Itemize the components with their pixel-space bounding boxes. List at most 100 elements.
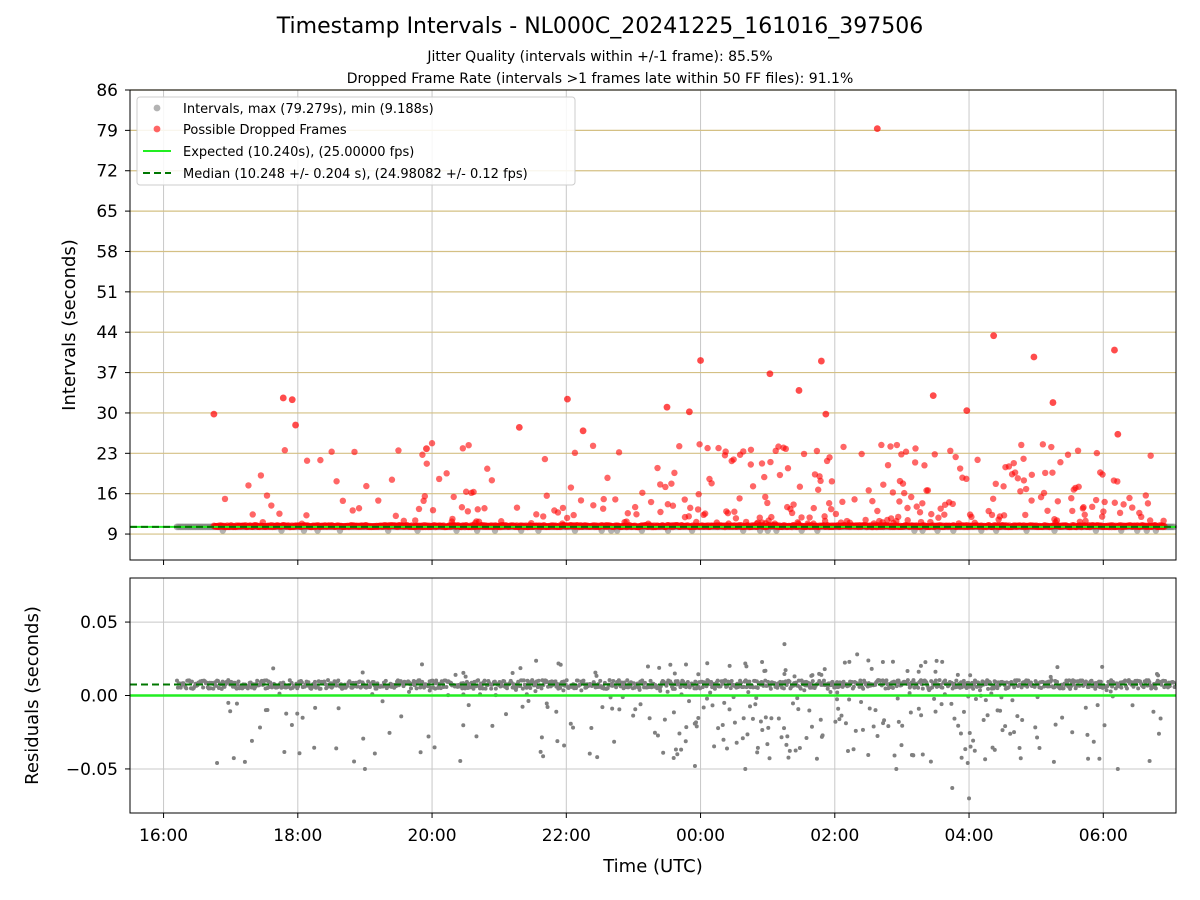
residual-point <box>836 706 841 711</box>
residual-point <box>712 686 717 691</box>
residual-point <box>614 685 619 690</box>
dropped-frame-point <box>423 460 430 467</box>
residual-point <box>1163 678 1168 683</box>
residual-point <box>598 678 603 683</box>
dropped-frame-point <box>1018 441 1025 449</box>
residual-point <box>568 721 573 726</box>
residual-point <box>418 750 423 755</box>
residual-point <box>820 733 825 738</box>
dropped-frame-point <box>898 451 905 458</box>
dropped-frame-point <box>1048 443 1055 451</box>
dropped-frame-point <box>474 506 481 513</box>
dropped-frame-point <box>1042 469 1049 477</box>
residual-point <box>361 736 366 741</box>
residual-point <box>809 724 814 729</box>
residual-point <box>671 710 676 715</box>
residual-point <box>360 670 365 675</box>
residual-point <box>228 709 233 714</box>
dropped-frame-point <box>725 520 732 527</box>
dropped-frame-point <box>462 488 470 495</box>
residual-point <box>860 727 865 732</box>
residual-point <box>1136 686 1141 691</box>
residual-point <box>564 678 569 683</box>
residual-point <box>189 679 194 684</box>
residual-point <box>1124 686 1129 691</box>
residual-point <box>483 686 488 691</box>
residual-point <box>684 725 689 730</box>
residual-point <box>984 682 989 687</box>
residual-point <box>271 666 276 671</box>
dropped-frame-point <box>1120 501 1127 508</box>
intervals-ylabel: Intervals (seconds) <box>59 239 80 411</box>
dropped-frame-point <box>475 518 483 525</box>
dropped-frame-point <box>869 497 876 505</box>
dropped-frame-point <box>858 450 865 458</box>
residual-point <box>836 684 841 689</box>
residual-point <box>967 730 972 735</box>
residual-point <box>678 685 683 690</box>
dropped-frame-point <box>657 508 664 516</box>
residual-point <box>257 725 262 730</box>
dropped-frame-point <box>1146 517 1154 524</box>
residual-point <box>231 756 236 761</box>
dropped-frame-point <box>1000 512 1008 519</box>
intervals-axes-frame <box>129 89 1177 561</box>
residual-point <box>336 706 341 711</box>
residual-point <box>1041 679 1046 684</box>
dropped-frame-point <box>798 514 805 521</box>
residual-point <box>334 746 339 751</box>
legend-label-1: Possible Dropped Frames <box>183 123 347 138</box>
residual-point <box>882 718 887 723</box>
residual-point <box>779 735 784 740</box>
residual-point <box>745 732 750 737</box>
dropped-frame-point <box>533 511 540 518</box>
dropped-frame-point <box>1053 517 1061 524</box>
residual-point <box>1035 735 1040 740</box>
residual-point <box>866 752 871 757</box>
dropped-frame-point <box>488 477 496 484</box>
residual-point <box>716 726 721 731</box>
residual-point <box>798 686 803 691</box>
residual-point <box>955 672 960 677</box>
residual-point <box>234 701 239 706</box>
dropped-frame-point <box>624 510 631 517</box>
dropped-frame-point <box>947 447 954 455</box>
residual-point <box>427 688 432 693</box>
dropped-frame-point <box>919 500 926 507</box>
residual-point <box>493 686 498 691</box>
residual-point <box>708 690 713 695</box>
dropped-frame-point <box>589 442 597 450</box>
dropped-frame-point <box>956 465 964 472</box>
dropped-frame-point <box>1068 494 1075 502</box>
residual-point <box>886 724 891 729</box>
residual-point <box>767 756 772 761</box>
residual-point <box>1086 685 1091 690</box>
dropped-frame-point <box>599 505 607 512</box>
residual-point <box>754 695 759 700</box>
dropped-frame-point <box>874 507 881 515</box>
residual-point <box>981 718 986 723</box>
residual-point <box>683 739 688 744</box>
dropped-frame-point <box>828 478 836 485</box>
dropped-frame-point <box>837 519 845 526</box>
residual-outlier-8 <box>894 766 899 771</box>
residual-point <box>900 723 905 728</box>
residual-point <box>715 678 720 683</box>
residual-point <box>383 678 388 683</box>
residual-point <box>766 725 771 730</box>
residual-point <box>968 744 973 749</box>
residual-point <box>781 686 786 691</box>
dropped-frame-point <box>949 500 956 508</box>
residual-point <box>655 733 660 738</box>
residual-point <box>724 746 729 751</box>
residual-point <box>911 753 916 758</box>
residual-point <box>766 679 771 684</box>
dropped-frame-point <box>832 510 840 518</box>
dropped-frame-point <box>879 519 886 526</box>
residual-point <box>554 709 559 714</box>
residual-point <box>1083 679 1088 684</box>
dropped-frame-point <box>1005 463 1013 470</box>
residual-point <box>858 678 863 683</box>
residual-point <box>943 678 948 683</box>
residual-point <box>705 696 710 701</box>
